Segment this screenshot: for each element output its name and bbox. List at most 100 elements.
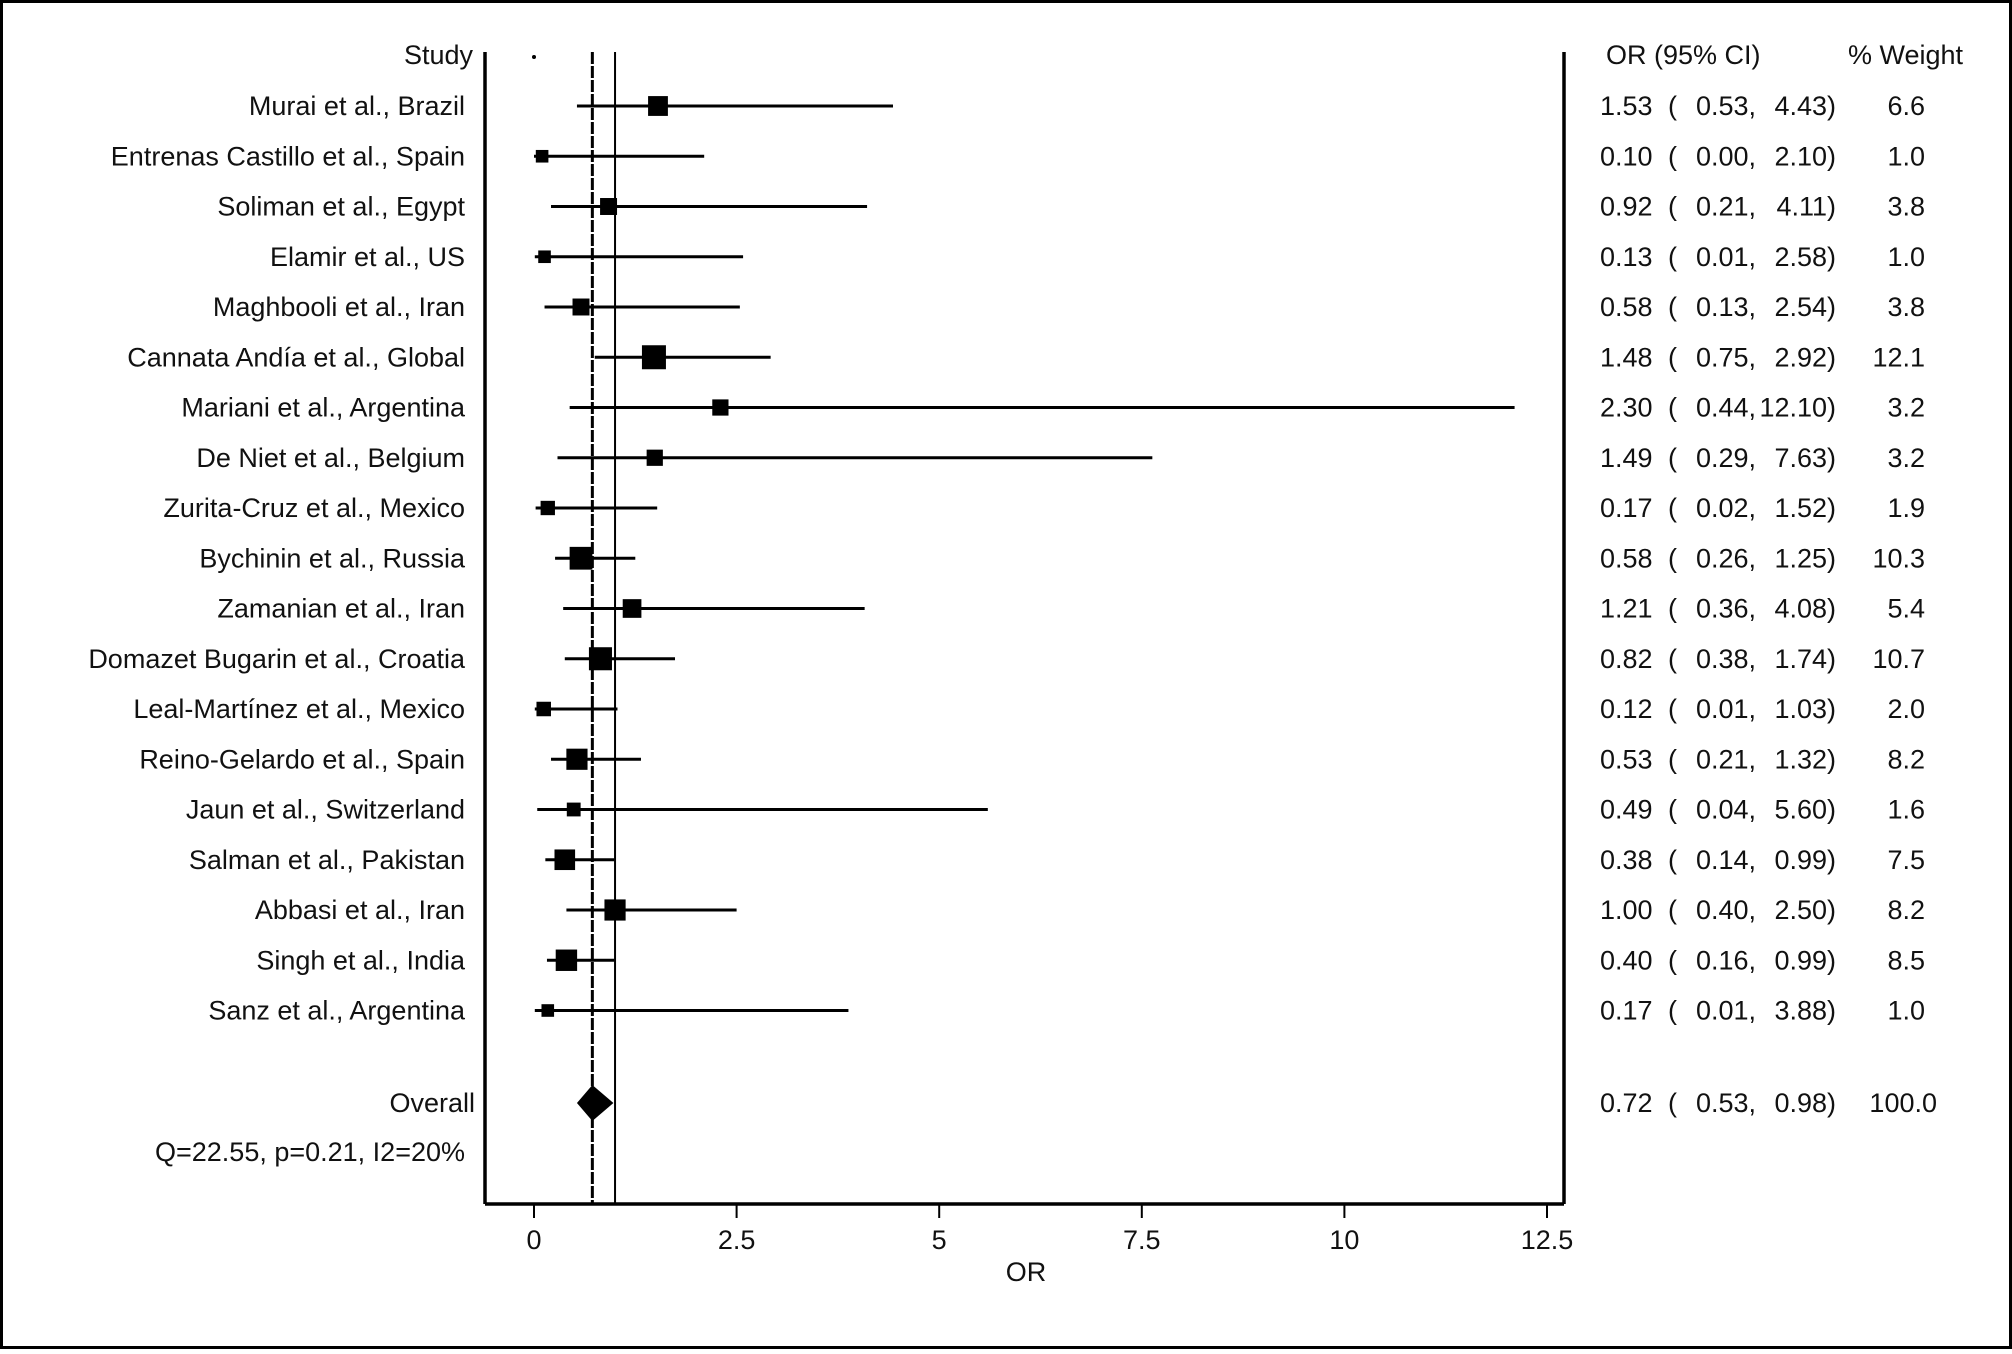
ci-upper: 4.08) [1774,594,1836,624]
study-row: Salman et al., Pakistan 0.38 (0.14, 0.99) 7.… [189,845,1925,875]
x-tick-label: 2.5 [718,1225,756,1255]
study-label: Elamir et al., US [270,242,465,272]
point-estimate-box [712,399,729,416]
point-estimate-box [538,250,551,264]
or-value: 0.92 [1600,192,1653,222]
open-paren: ( [1668,543,1677,573]
study-row: De Niet et al., Belgium 1.49 (0.29, 7.63) 3.… [196,443,1925,473]
point-estimate-box [569,546,593,570]
ci-lower: 0.02, [1696,493,1756,523]
point-estimate-box [535,149,549,163]
ci-lower: 0.01, [1696,996,1756,1026]
point-estimate-box [541,1004,555,1017]
ci-lower: 0.14, [1696,845,1756,875]
point-estimate-box [555,949,578,971]
open-paren: ( [1668,694,1677,724]
ci-lower: 0.16, [1696,945,1756,975]
study-row: Soliman et al., Egypt 0.92 (0.21, 4.11) 3.8 [217,192,1925,222]
point-estimate-box [536,701,551,717]
overall-ci-lower: 0.53, [1696,1088,1756,1118]
open-paren: ( [1668,342,1677,372]
ci-lower: 0.01, [1696,242,1756,272]
study-label: De Niet et al., Belgium [196,443,465,473]
or-value: 0.13 [1600,242,1653,272]
ci-lower: 0.38, [1696,644,1756,674]
weight-value: 2.0 [1887,694,1925,724]
or-value: 2.30 [1600,393,1653,423]
point-estimate-box [540,500,555,516]
study-label: Singh et al., India [256,945,466,975]
point-estimate-box [588,647,612,671]
study-row: Bychinin et al., Russia 0.58 (0.26, 1.25) 10… [199,543,1925,573]
ci-lower: 0.13, [1696,292,1756,322]
ci-lower: 0.36, [1696,594,1756,624]
ci-upper: 2.10) [1774,141,1836,171]
study-row: Leal-Martínez et al., Mexico 0.12 (0.01, 1.… [133,694,1925,724]
overall-row: Overall 0.72 (0.53, 0.98) 100.0 [389,1085,1937,1121]
or-value: 1.48 [1600,342,1653,372]
weight-value: 3.2 [1887,393,1925,423]
study-column-header: Study [404,40,474,70]
x-tick-label: 12.5 [1521,1225,1574,1255]
ci-upper: 0.99) [1774,845,1836,875]
heterogeneity-stats: Q=22.55, p=0.21, I2=20% [155,1137,465,1167]
open-paren: ( [1668,895,1677,925]
origin-dot [532,55,536,59]
weight-value: 8.5 [1887,945,1925,975]
study-label: Jaun et al., Switzerland [186,795,465,825]
weight-value: 3.8 [1887,192,1925,222]
study-label: Mariani et al., Argentina [181,393,466,423]
study-label: Entrenas Castillo et al., Spain [111,141,465,171]
study-label: Cannata Andía et al., Global [127,342,465,372]
study-label: Abbasi et al., Iran [255,895,465,925]
open-paren: ( [1668,945,1677,975]
ci-upper: 0.99) [1774,945,1836,975]
point-estimate-box [566,748,588,770]
open-paren: ( [1668,845,1677,875]
or-value: 1.00 [1600,895,1653,925]
overall-diamond [576,1085,614,1121]
study-row: Mariani et al., Argentina 2.30 (0.44, 12.10… [181,393,1925,423]
point-estimate-box [572,298,590,316]
weight-value: 7.5 [1887,845,1925,875]
ci-lower: 0.40, [1696,895,1756,925]
or-value: 0.17 [1600,996,1653,1026]
point-estimate-box [600,198,618,215]
point-estimate-box [604,899,626,921]
study-label: Zurita-Cruz et al., Mexico [163,493,465,523]
x-tick-label: 10 [1329,1225,1359,1255]
study-row: Elamir et al., US 0.13 (0.01, 2.58) 1.0 [270,242,1925,272]
open-paren: ( [1668,795,1677,825]
ci-lower: 0.21, [1696,744,1756,774]
or-value: 1.53 [1600,91,1653,121]
or-ci-column-header: OR (95% CI) [1606,40,1761,70]
study-row: Domazet Bugarin et al., Croatia 0.82 (0.38… [88,644,1925,674]
study-row: Zamanian et al., Iran 1.21 (0.36, 4.08) 5.4 [217,594,1925,624]
study-rows: Murai et al., Brazil 1.53 (0.53, 4.43) 6.6 En… [88,91,1925,1026]
study-row: Murai et al., Brazil 1.53 (0.53, 4.43) 6.6 [249,91,1925,121]
overall-or-value: 0.72 [1600,1088,1653,1118]
weight-value: 3.8 [1887,292,1925,322]
overall-weight-value: 100.0 [1869,1088,1937,1118]
weight-value: 1.0 [1887,242,1925,272]
study-row: Maghbooli et al., Iran 0.58 (0.13, 2.54) 3.8 [213,292,1925,322]
study-label: Maghbooli et al., Iran [213,292,465,322]
x-axis-ticks: 0 2.5 5 7.5 10 12.5 [526,1204,1573,1255]
open-paren: ( [1668,594,1677,624]
ci-upper: 5.60) [1774,795,1836,825]
weight-value: 8.2 [1887,744,1925,774]
weight-value: 1.9 [1887,493,1925,523]
study-label: Domazet Bugarin et al., Croatia [88,644,466,674]
study-row: Singh et al., India 0.40 (0.16, 0.99) 8.5 [256,945,1925,975]
open-paren: ( [1668,1088,1677,1118]
or-value: 0.12 [1600,694,1653,724]
ci-upper: 2.50) [1774,895,1836,925]
study-label: Bychinin et al., Russia [199,543,466,573]
or-value: 0.49 [1600,795,1653,825]
x-tick-label: 7.5 [1123,1225,1161,1255]
overall-ci-upper: 0.98) [1774,1088,1836,1118]
open-paren: ( [1668,91,1677,121]
or-value: 1.49 [1600,443,1653,473]
weight-value: 1.0 [1887,996,1925,1026]
